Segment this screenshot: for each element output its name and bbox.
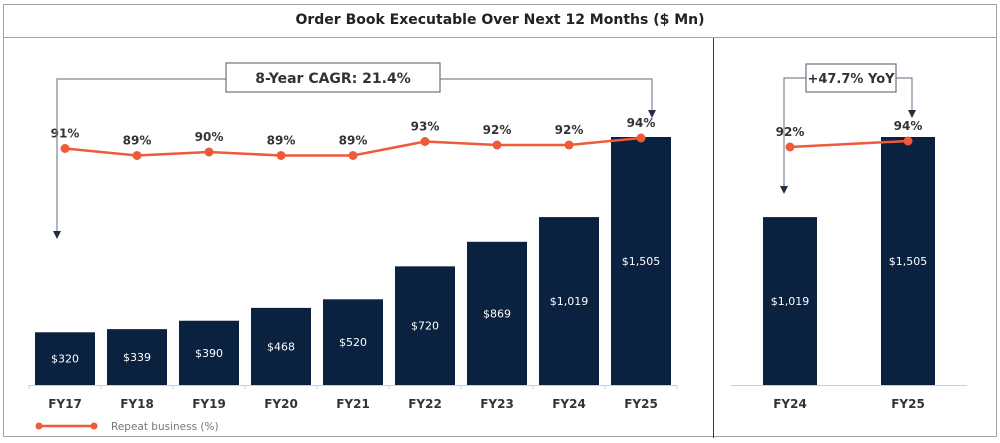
legend-marker <box>35 422 43 430</box>
yoy-bar-fy25 <box>881 137 935 385</box>
legend-label: Repeat business (%) <box>111 421 219 433</box>
bar-fy25 <box>611 137 671 385</box>
bar-value-label: $869 <box>483 307 511 320</box>
bar-value-label: $1,019 <box>550 295 589 308</box>
bar-value-label: $390 <box>195 347 223 360</box>
bar-fy21 <box>323 299 383 385</box>
x-tick-label: FY18 <box>120 397 154 411</box>
cagr-connector-left <box>56 78 226 231</box>
yoy-repeat-business-point <box>903 136 913 146</box>
repeat-business-label: 89% <box>267 134 296 148</box>
bar-value-label: $339 <box>123 351 151 364</box>
repeat-business-label: 89% <box>123 134 152 148</box>
bar-value-label: $320 <box>51 353 79 366</box>
repeat-business-point <box>564 140 574 150</box>
yoy-repeat-business-label: 94% <box>894 119 923 133</box>
x-tick-label: FY20 <box>264 397 298 411</box>
x-tick-label: FY21 <box>336 397 370 411</box>
repeat-business-label: 92% <box>483 123 512 137</box>
bar-fy24 <box>539 217 599 385</box>
x-tick-label: FY19 <box>192 397 226 411</box>
yoy-x-tick-label: FY25 <box>891 397 925 411</box>
repeat-business-point <box>204 147 214 157</box>
bar-fy18 <box>107 329 167 385</box>
yoy-bar-value-label: $1,505 <box>889 255 928 268</box>
cagr-annotation-text: 8-Year CAGR: 21.4% <box>255 71 411 87</box>
arrow-down-icon <box>53 231 61 239</box>
yoy-repeat-business-point <box>785 142 795 152</box>
bar-fy17 <box>35 332 95 385</box>
bar-value-label: $468 <box>267 340 295 353</box>
panel-divider <box>713 38 714 438</box>
title-divider <box>4 37 996 38</box>
repeat-business-label: 91% <box>51 127 80 141</box>
repeat-business-point <box>132 151 142 160</box>
yoy-repeat-business-label: 92% <box>776 125 805 139</box>
yoy-bar-value-label: $1,019 <box>771 295 810 308</box>
x-tick-label: FY23 <box>480 397 514 411</box>
repeat-business-label: 93% <box>411 120 440 134</box>
repeat-business-label: 89% <box>339 134 368 148</box>
cagr-connector-right <box>440 78 653 110</box>
bar-fy19 <box>179 320 239 385</box>
legend-marker <box>90 422 98 430</box>
x-tick-label: FY22 <box>408 397 442 411</box>
cagr-annotation-box <box>225 62 441 93</box>
bar-value-label: $720 <box>411 320 439 333</box>
yoy-bar-fy24 <box>763 217 817 385</box>
bar-fy20 <box>251 307 311 385</box>
yoy-connector-left <box>783 77 806 186</box>
repeat-business-point <box>60 144 70 153</box>
repeat-business-label: 92% <box>555 123 584 137</box>
chart-title: Order Book Executable Over Next 12 Month… <box>295 12 705 28</box>
yoy-connector-right <box>896 77 913 110</box>
repeat-business-point <box>276 151 286 160</box>
arrow-down-icon <box>780 186 788 194</box>
repeat-business-label: 90% <box>195 130 224 144</box>
repeat-business-point <box>348 151 358 160</box>
repeat-business-label: 94% <box>627 116 656 130</box>
bar-value-label: $520 <box>339 336 367 349</box>
repeat-business-point <box>492 140 502 150</box>
yoy-repeat-business-line <box>789 139 909 149</box>
arrow-down-icon <box>908 110 916 118</box>
repeat-business-point <box>636 133 646 143</box>
arrow-down-icon <box>648 110 656 118</box>
x-tick-label: FY24 <box>552 397 586 411</box>
x-tick-label: FY25 <box>624 397 658 411</box>
yoy-annotation-text: +47.7% YoY <box>807 72 895 87</box>
bar-value-label: $1,505 <box>622 255 661 268</box>
bar-fy23 <box>467 241 527 385</box>
bar-fy22 <box>395 266 455 385</box>
repeat-business-point <box>420 137 430 146</box>
x-tick-label: FY17 <box>48 397 82 411</box>
yoy-annotation-box <box>805 63 897 93</box>
yoy-x-tick-label: FY24 <box>773 397 807 411</box>
